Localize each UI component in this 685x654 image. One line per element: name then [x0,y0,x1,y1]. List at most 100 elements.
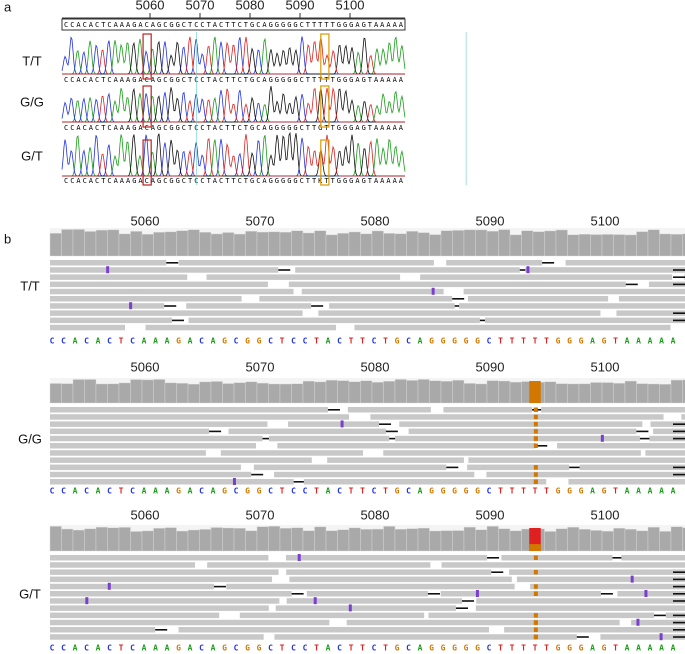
reference-base: A [165,487,170,496]
reference-base: T [510,487,515,496]
read-end [455,607,468,609]
read [579,464,685,471]
read [259,296,453,302]
reference-base: C [84,644,89,653]
reference-base: T [498,337,503,346]
coverage-bar [141,379,154,404]
read-end [654,614,667,617]
coverage-bar [394,528,407,552]
coverage-bar [567,527,580,552]
read [565,260,685,266]
coverage-bar [670,526,683,552]
read [50,555,269,561]
mismatch [533,472,538,477]
read [399,421,643,427]
mismatch [533,436,538,441]
coverage-bar [509,381,522,404]
read-end [213,585,226,588]
reference-base: A [73,487,78,496]
read-end [164,305,177,307]
reference-base: T [119,337,124,346]
coverage-bar [475,229,488,257]
variant-coverage [529,544,541,551]
coverage-bar [199,529,212,552]
reference-base: G [245,487,250,496]
read [50,435,263,442]
mismatch [533,479,538,484]
coverage-bar [130,379,143,404]
read-end [673,423,685,425]
read [648,281,685,288]
reference-base: C [199,487,204,496]
reference-base: T [521,644,526,653]
coverage-bar [578,383,591,404]
read [50,303,165,309]
trace [62,131,405,177]
insertion [600,434,604,442]
read [50,281,268,288]
coverage-bar [141,530,154,552]
read-end [311,305,324,307]
coverage-bar [360,380,373,404]
read-end [452,298,465,300]
read [50,274,188,280]
reference-base: C [107,644,112,653]
read [188,317,480,324]
read-end [673,585,685,588]
coverage-bar [383,233,396,257]
reference-base: G [556,337,561,346]
tick-label: 5070 [246,507,275,522]
read [618,296,685,302]
coverage-bar [314,230,327,257]
reference-base: T [280,487,285,496]
reference-base: C [107,337,112,346]
coverage-bar [659,384,672,404]
reference-base: T [360,644,365,653]
coverage-bar [337,233,350,257]
read [285,555,488,561]
read [50,414,350,420]
coverage-bar [325,234,338,257]
reference-base: A [188,337,193,346]
reference-base: T [544,337,549,346]
read-end [673,473,685,476]
read-end [673,614,685,617]
read [50,317,172,324]
read [50,576,273,583]
insertion [129,302,133,310]
reference-base: G [395,337,400,346]
read-end [262,437,275,440]
reference-base: G [556,644,561,653]
reference-base: C [303,487,308,496]
read [653,428,685,435]
read [50,598,280,604]
reference-base: T [521,487,526,496]
read-end [673,430,685,433]
panel-label: b [4,231,11,246]
reference-base: A [671,337,676,346]
coverage-bar [256,382,269,404]
reference-base: A [326,644,331,653]
tick-label: 5100 [591,507,620,522]
coverage-bar [360,233,373,257]
reference-base: A [659,337,664,346]
tick-label: 5070 [186,0,215,12]
reference-base: A [648,487,653,496]
reference-base: A [625,487,630,496]
reference-base: C [268,337,273,346]
reference-base: G [602,337,607,346]
read [383,450,641,456]
reference-box [61,18,406,31]
reference-base: G [475,337,480,346]
reference-base: A [96,337,101,346]
read [220,450,364,456]
read-end [639,437,652,440]
read [50,267,279,273]
read [207,562,431,568]
reference-base: A [326,337,331,346]
read [178,260,434,266]
reference-base: A [418,644,423,653]
read [476,598,685,604]
coverage-bar [636,231,649,257]
coverage-bar [636,530,649,552]
